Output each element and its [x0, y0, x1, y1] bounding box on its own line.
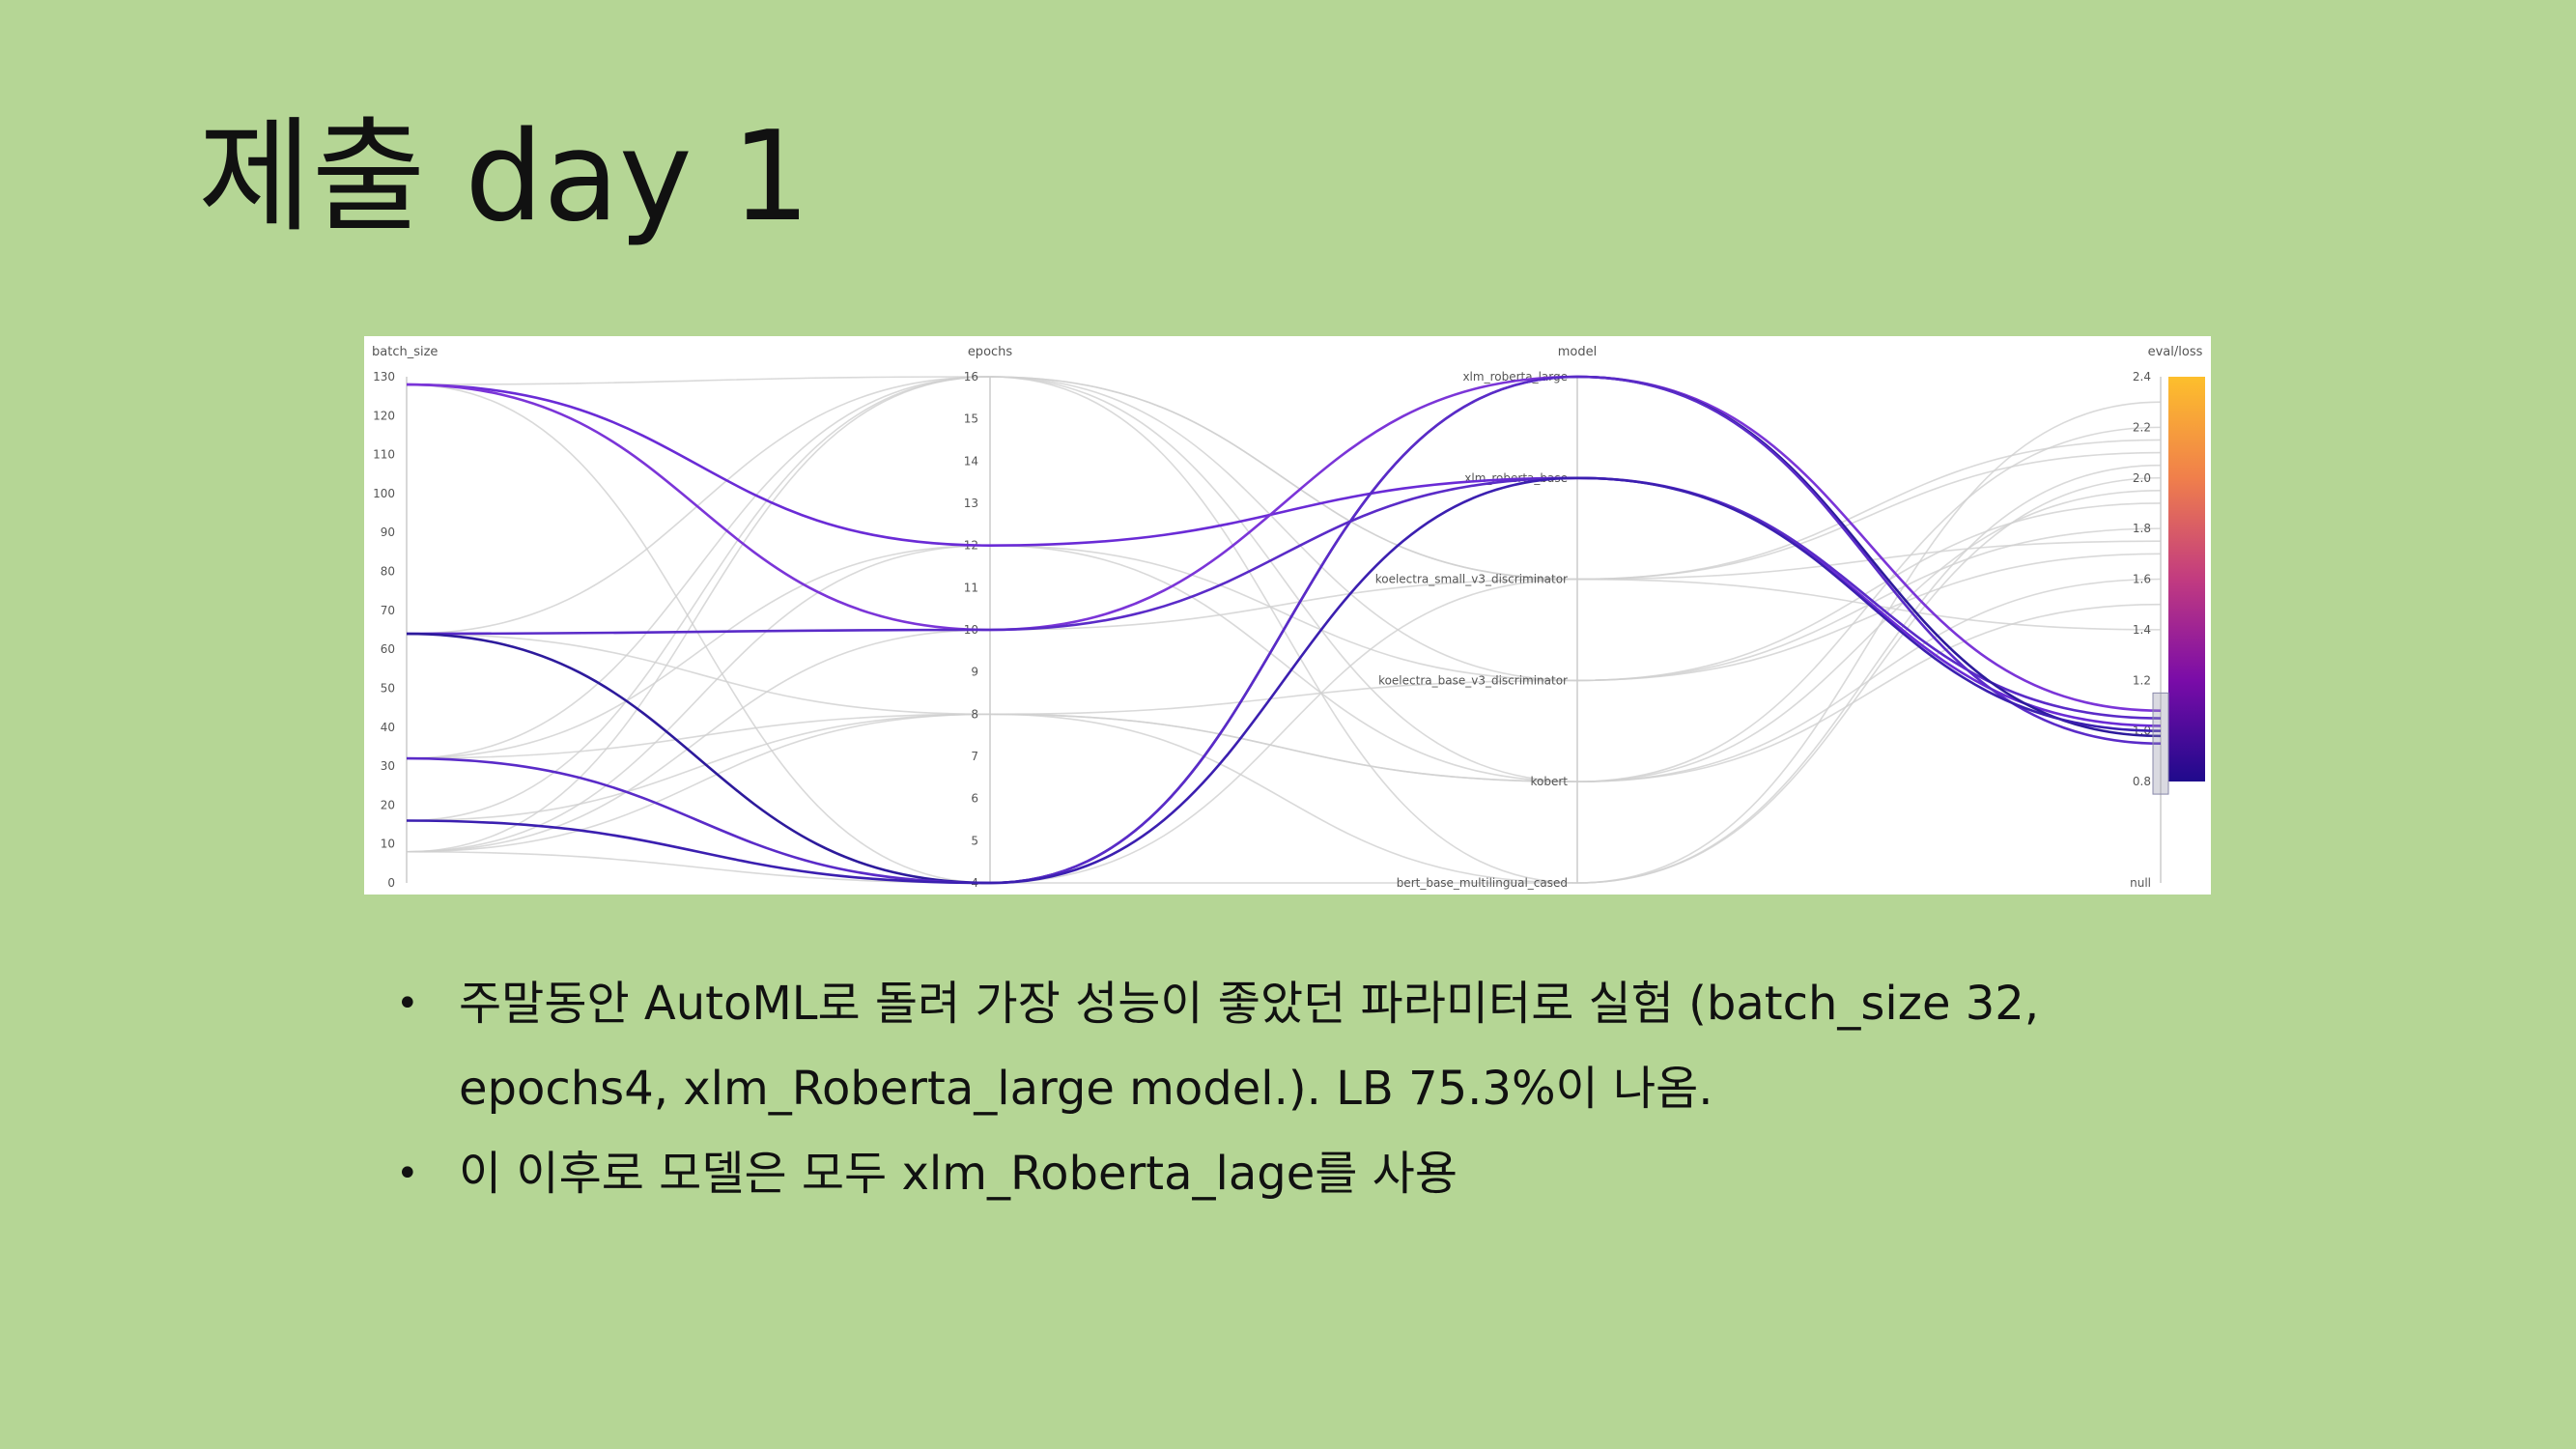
highlighted-runs	[406, 375, 2162, 885]
tick-label: 100	[373, 487, 395, 500]
colorbar	[2168, 377, 2205, 781]
tick-label: 16	[964, 370, 978, 384]
bullet-item: • 이 이후로 모델은 모두 xlm_Roberta_lage를 사용	[396, 1131, 2231, 1216]
tick-label: 8	[971, 707, 978, 721]
tick-label: 110	[373, 448, 395, 462]
run-line	[406, 553, 2162, 853]
tick-label: 0.8	[2133, 775, 2151, 788]
bullet-text: 주말동안 AutoML로 돌려 가장 성능이 좋았던 파라미터로 실험 (bat…	[459, 977, 2040, 1116]
run-line	[406, 376, 2162, 853]
tick-label: koelectra_small_v3_discriminator	[1375, 573, 1568, 586]
tick-label: 30	[381, 759, 395, 773]
tick-label: 9	[971, 666, 978, 679]
tick-label: 40	[381, 721, 395, 734]
tick-label: 1.2	[2133, 673, 2151, 687]
highlighted-run-line	[406, 375, 2162, 885]
tick-label: 1.6	[2133, 573, 2151, 586]
tick-label: 6	[971, 792, 978, 806]
run-line	[406, 490, 2162, 822]
tick-label: 2.0	[2133, 471, 2151, 485]
tick-label: koelectra_base_v3_discriminator	[1378, 673, 1568, 687]
bullet-item: • 주말동안 AutoML로 돌려 가장 성능이 좋았던 파라미터로 실험 (b…	[396, 961, 2231, 1131]
tick-label: 15	[964, 412, 978, 426]
tick-label: 50	[381, 681, 395, 695]
background-runs	[406, 376, 2162, 884]
tick-label: 13	[964, 497, 978, 510]
axis-title: model	[1558, 345, 1597, 359]
tick-label: kobert	[1530, 775, 1568, 788]
tick-label: 130	[373, 370, 395, 384]
run-line	[406, 544, 2162, 782]
run-line	[406, 502, 2162, 853]
tick-label: 60	[381, 642, 395, 656]
tick-label: 70	[381, 604, 395, 617]
parallel-coordinates-chart: batch_size epochs model eval/loss 130 120 110 1…	[364, 336, 2211, 895]
tick-label: 90	[381, 526, 395, 539]
axis-title: epochs	[968, 345, 1013, 359]
tick-label: null	[2130, 876, 2151, 890]
axis-title: batch_size	[372, 345, 438, 359]
tick-label: 120	[373, 409, 395, 422]
tick-label: 20	[381, 798, 395, 811]
tick-label: bert_base_multilingual_cased	[1397, 876, 1568, 890]
run-line	[406, 384, 2162, 884]
tick-label: 10	[381, 838, 395, 851]
tick-label: 1.4	[2133, 623, 2151, 637]
run-line	[406, 439, 2162, 853]
tick-label: 7	[971, 750, 978, 763]
run-line	[406, 376, 2162, 822]
slide-title: 제출 day 1	[198, 105, 810, 249]
tick-label: 5	[971, 834, 978, 847]
bullet-dot: •	[396, 981, 419, 1026]
bullet-list: • 주말동안 AutoML로 돌려 가장 성능이 좋았던 파라미터로 실험 (b…	[396, 961, 2231, 1216]
tick-label: 80	[381, 565, 395, 579]
axis-title: eval/loss	[2148, 345, 2203, 359]
axis-brush	[2152, 692, 2169, 795]
tick-label: 0	[387, 876, 395, 890]
tick-label: 2.2	[2133, 420, 2151, 434]
chart-svg: batch_size epochs model eval/loss1301201101…	[372, 345, 2205, 890]
tick-label: 2.4	[2133, 370, 2151, 384]
tick-label: 14	[964, 454, 978, 468]
bullet-dot: •	[396, 1151, 419, 1196]
tick-label: 11	[964, 581, 978, 594]
tick-label: 1.8	[2133, 522, 2151, 535]
highlighted-run-line	[406, 476, 2162, 885]
bullet-text: 이 이후로 모델은 모두 xlm_Roberta_lage를 사용	[459, 1147, 1458, 1201]
